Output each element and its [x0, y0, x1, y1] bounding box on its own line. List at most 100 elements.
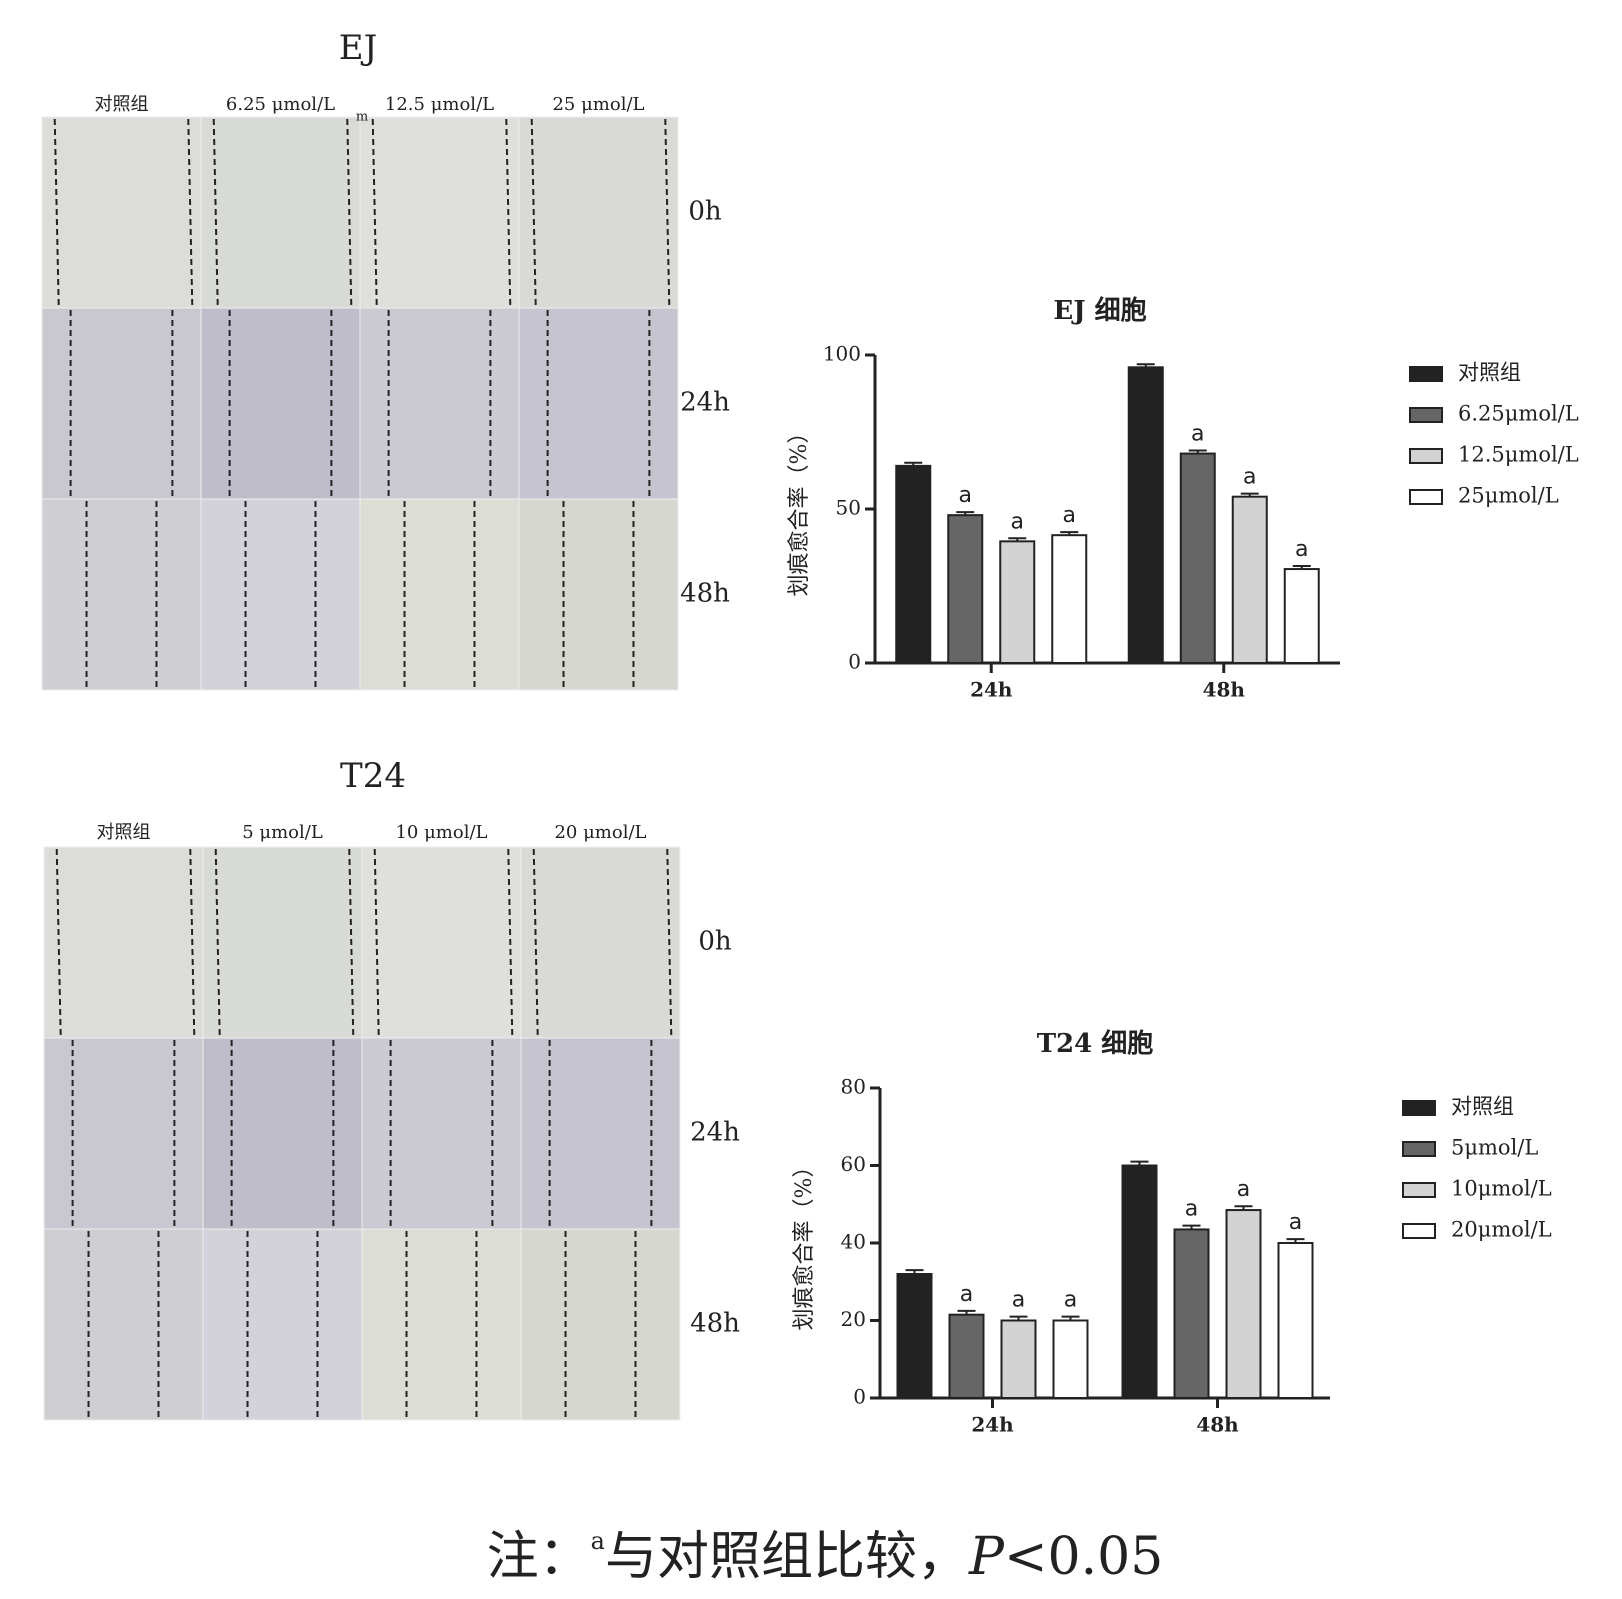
- y-tick-label: 20: [841, 1307, 866, 1331]
- scratch-edge: [189, 848, 196, 1037]
- micrograph: [200, 116, 361, 309]
- y-tick-label: 40: [841, 1230, 866, 1254]
- panel-title: EJ: [339, 28, 377, 68]
- row-label: 48h: [690, 1309, 740, 1339]
- micrograph: [200, 307, 361, 500]
- bar: [895, 464, 932, 664]
- micrograph: [43, 1228, 204, 1421]
- bar: [948, 1313, 985, 1399]
- micrograph: [43, 846, 204, 1039]
- micrograph: [520, 846, 681, 1039]
- bar: [1231, 495, 1268, 664]
- significance-label: a: [1243, 465, 1256, 490]
- chart-title: EJ 细胞: [1053, 295, 1146, 326]
- error-bar: [904, 461, 923, 466]
- micrograph: [41, 498, 202, 691]
- legend-swatch: [1402, 1223, 1436, 1239]
- column-label: 20 μmol/L: [554, 822, 646, 843]
- legend-swatch: [1409, 448, 1443, 464]
- micrograph: [359, 116, 520, 309]
- note-rest: <0.05: [1004, 1527, 1163, 1587]
- scratch-edge: [371, 118, 378, 307]
- micrograph: [518, 116, 679, 309]
- y-tick-label: 50: [836, 496, 861, 520]
- y-tick-label: 0: [853, 1385, 866, 1409]
- column-label: 6.25 μmol/L: [226, 94, 335, 115]
- bar: [1052, 1319, 1089, 1399]
- significance-label: a: [1185, 1197, 1198, 1222]
- legend-label: 对照组: [1451, 1095, 1514, 1119]
- significance-label: a: [1191, 421, 1204, 446]
- y-tick-label: 0: [848, 650, 861, 674]
- x-tick-label: 24h: [970, 678, 1013, 702]
- column-label: 5 μmol/L: [242, 822, 323, 843]
- legend-label: 6.25μmol/L: [1458, 402, 1579, 426]
- significance-label: a: [1012, 1288, 1025, 1313]
- error-bar: [1292, 564, 1311, 570]
- legend-swatch: [1402, 1100, 1436, 1116]
- scratch-edge: [532, 848, 539, 1037]
- micrograph: [520, 1228, 681, 1421]
- error-bar: [1061, 1315, 1080, 1321]
- column-label: 对照组: [97, 822, 151, 843]
- panel-title: T24: [340, 756, 406, 796]
- micrograph: [518, 498, 679, 691]
- legend-swatch: [1402, 1182, 1436, 1198]
- bar: [1283, 568, 1320, 664]
- bar: [999, 540, 1036, 665]
- legend-swatch: [1402, 1141, 1436, 1157]
- bar: [1179, 452, 1216, 664]
- significance-label: a: [959, 483, 972, 508]
- micrograph: [361, 1037, 522, 1230]
- bar: [1173, 1228, 1210, 1399]
- scratch-edge: [55, 848, 62, 1037]
- row-label: 0h: [698, 927, 732, 957]
- micrograph: [43, 1037, 204, 1230]
- micrograph: [359, 498, 520, 691]
- y-tick-label: 100: [823, 342, 861, 366]
- column-label: 对照组: [95, 94, 149, 115]
- scratch-edge: [664, 118, 671, 307]
- scratch-edge: [530, 118, 537, 307]
- note-p: P: [968, 1527, 1005, 1587]
- x-tick-label: 48h: [1203, 678, 1246, 702]
- error-bar: [956, 511, 975, 516]
- error-bar: [1130, 1160, 1149, 1166]
- y-tick-label: 60: [841, 1152, 866, 1176]
- bar: [1000, 1319, 1037, 1399]
- row-label: 24h: [680, 388, 730, 418]
- row-label: 24h: [690, 1118, 740, 1148]
- error-bar: [1234, 1205, 1253, 1211]
- error-bar: [1136, 363, 1155, 368]
- significance-label: a: [1237, 1177, 1250, 1202]
- row-label: 0h: [688, 197, 722, 227]
- note: 注：a与对照组比较，P<0.05: [487, 1527, 1164, 1587]
- significance-label: a: [1064, 1288, 1077, 1313]
- micrograph: [361, 1228, 522, 1421]
- bar: [1127, 366, 1164, 664]
- y-axis-label: 划痕愈合率（%）: [787, 422, 812, 597]
- micrograph: [359, 307, 520, 500]
- micrograph: [41, 307, 202, 500]
- micrograph: [520, 1037, 681, 1230]
- scratch-edge: [666, 848, 673, 1037]
- scratch-edge: [214, 848, 221, 1037]
- scratch-edge: [53, 118, 60, 307]
- error-bar: [1009, 1315, 1028, 1321]
- y-axis-label: 划痕愈合率（%）: [792, 1156, 817, 1331]
- artifact: m: [356, 110, 368, 125]
- scratch-edge: [507, 848, 514, 1037]
- scratch-edge: [346, 118, 353, 307]
- significance-label: a: [960, 1282, 973, 1307]
- legend-label: 12.5μmol/L: [1458, 443, 1579, 467]
- legend-swatch: [1409, 489, 1443, 505]
- micrograph: [202, 1228, 363, 1421]
- error-bar: [1188, 449, 1207, 454]
- significance-label: a: [1289, 1210, 1302, 1235]
- bar: [896, 1273, 933, 1399]
- column-label: 10 μmol/L: [395, 822, 487, 843]
- error-bar: [1060, 531, 1079, 536]
- legend-label: 25μmol/L: [1458, 484, 1559, 508]
- note-text: 与对照组比较，: [605, 1527, 969, 1587]
